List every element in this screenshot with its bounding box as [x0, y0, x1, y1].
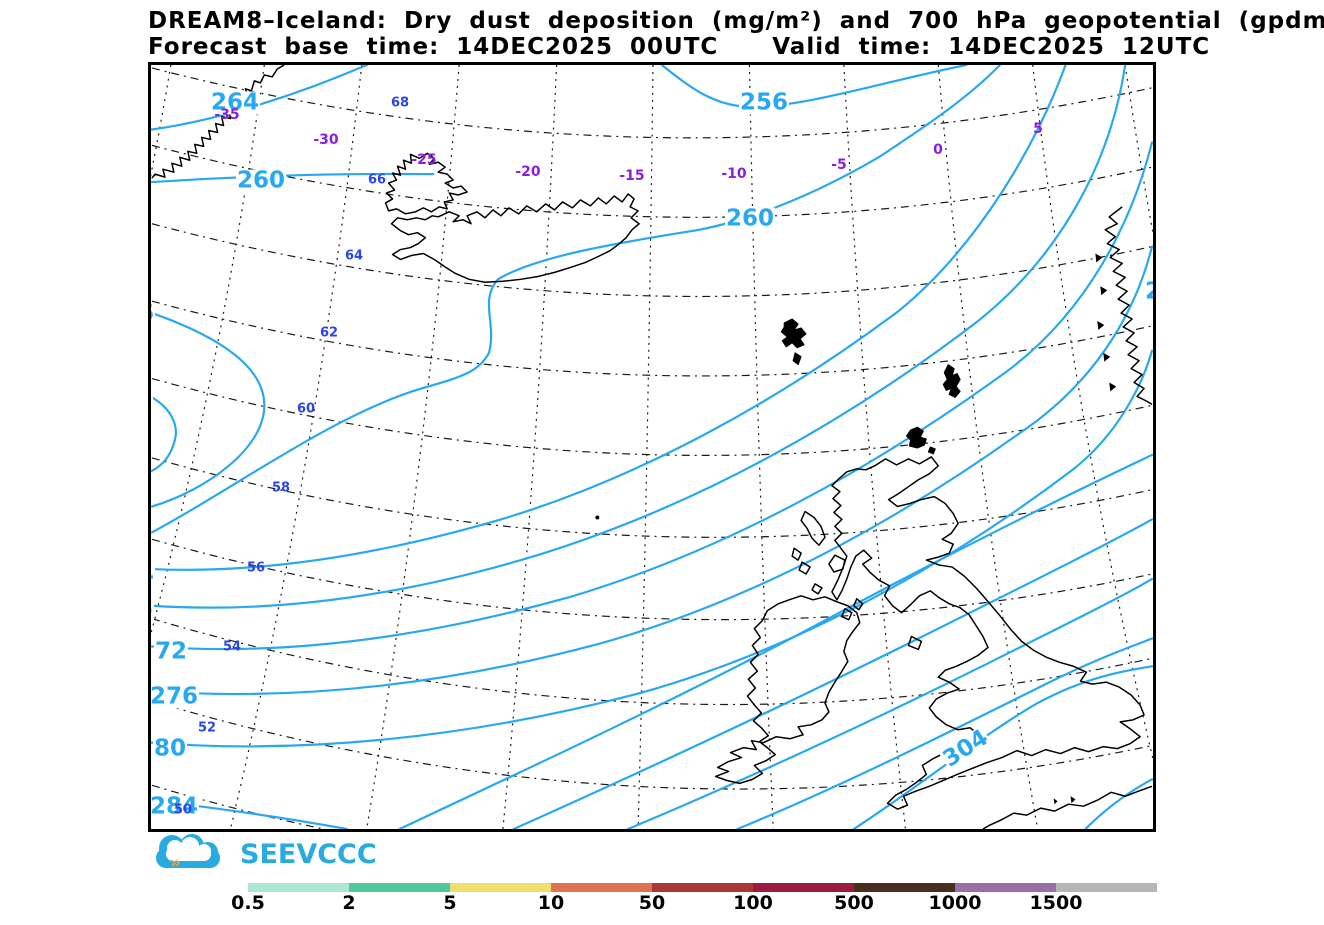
iceland-westfjords-coast — [384, 152, 468, 215]
latitude-label: 62 — [319, 325, 339, 341]
longitude-label: -5 — [831, 157, 847, 173]
norway-islets — [1095, 253, 1117, 392]
deposition-color-scale — [248, 883, 1157, 892]
color-scale-tick: 2 — [342, 892, 356, 914]
map-subtitle: Forecast base time: 14DEC2025 00UTC Valid… — [148, 34, 1210, 60]
france-coast — [982, 785, 1153, 829]
color-scale-segment — [652, 883, 753, 892]
latitude-label: 58 — [271, 480, 291, 496]
longitude-gridlines — [151, 65, 1153, 829]
map-drawing — [151, 65, 1153, 829]
latitude-label: 50 — [173, 802, 193, 818]
channel-islets — [1053, 796, 1076, 805]
svg-text:»: » — [170, 853, 181, 873]
geopotential-contour-label: 264 — [209, 89, 261, 116]
color-scale-segment — [753, 883, 854, 892]
latitude-label: 64 — [344, 248, 364, 264]
longitude-label: -10 — [721, 166, 747, 182]
faroe-islands — [780, 318, 807, 366]
geopotential-contour-label: 2 — [151, 382, 154, 406]
rockall-islet — [595, 515, 600, 520]
geopotential-contour-label: 256 — [738, 89, 790, 116]
longitude-label: -20 — [515, 164, 541, 180]
color-scale-segment — [248, 883, 349, 892]
color-scale-segment — [349, 883, 450, 892]
color-scale-tick: 1500 — [1029, 892, 1083, 914]
latitude-label: 56 — [246, 560, 266, 576]
color-scale-segment — [955, 883, 1056, 892]
map-title: DREAM8–Iceland: Dry dust deposition (mg/… — [148, 8, 1324, 34]
valid-time: Valid time: 14DEC2025 12UTC — [772, 34, 1211, 60]
longitude-label: -30 — [313, 132, 339, 148]
color-scale-tick: 5 — [443, 892, 457, 914]
isle-of-man — [907, 635, 923, 651]
longitude-label: -15 — [619, 168, 645, 184]
geopotential-contour-label: 284 — [149, 793, 200, 820]
cloud-logo-icon: » — [156, 834, 220, 873]
map-canvas: 2642602562603046248722768028426866646260… — [148, 62, 1156, 832]
longitude-label: 0 — [933, 142, 943, 158]
color-scale-segment — [450, 883, 551, 892]
seevccc-logo: » SEEVCCC — [148, 832, 377, 876]
latitude-label: 54 — [222, 639, 242, 655]
color-scale-tick: 50 — [638, 892, 666, 914]
color-scale-tick: 100 — [733, 892, 773, 914]
color-scale-ticks: 0.5 2 5 10 50 100 500 1000 1500 — [231, 892, 1157, 916]
geopotential-contour-label: 80 — [152, 735, 188, 762]
color-scale-segment — [854, 883, 955, 892]
longitude-label: -35 — [214, 107, 240, 123]
forecast-base-time: Forecast base time: 14DEC2025 00UTC — [148, 34, 719, 60]
latitude-label: 68 — [390, 95, 410, 111]
color-scale-tick: 1000 — [928, 892, 982, 914]
latitude-gridlines — [151, 67, 1153, 829]
greenland-coast — [151, 65, 285, 179]
color-scale-tick: 10 — [537, 892, 565, 914]
norway-coast — [1104, 206, 1153, 405]
color-scale-segment — [551, 883, 652, 892]
geopotential-contour-label: 72 — [153, 638, 189, 665]
latitude-label: 60 — [296, 401, 316, 417]
iceland-coast — [390, 193, 640, 284]
geopotential-contour-label: 2 — [1143, 280, 1153, 304]
color-scale-tick: 0.5 — [231, 892, 265, 914]
shetland-orkney-islands — [905, 364, 961, 455]
latitude-label: 66 — [367, 172, 387, 188]
color-scale-tick: 500 — [834, 892, 874, 914]
ireland-coast — [714, 595, 861, 785]
geopotential-contour-label: 260 — [724, 205, 776, 232]
geopotential-contour-label: 8 — [151, 597, 155, 621]
great-britain-coast — [831, 456, 1145, 810]
longitude-label: 5 — [1033, 121, 1043, 137]
logo-text: SEEVCCC — [240, 838, 377, 870]
longitude-label: -25 — [411, 152, 437, 168]
color-scale-segment — [1056, 883, 1157, 892]
latitude-label: 52 — [197, 720, 217, 736]
geopotential-contour-label: 4 — [151, 563, 156, 587]
geopotential-contour-label: 6 — [151, 302, 156, 326]
hebrides-islands — [791, 510, 864, 621]
geopotential-contour-label: 276 — [149, 683, 200, 710]
coastlines — [151, 65, 1153, 829]
geopotential-contour-label: 260 — [235, 167, 287, 194]
